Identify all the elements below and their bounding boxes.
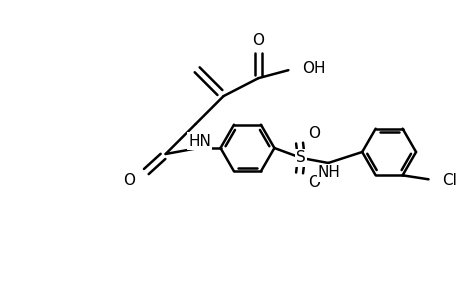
Text: S: S xyxy=(296,151,306,166)
Text: O: O xyxy=(123,173,134,188)
Text: O: O xyxy=(252,33,264,48)
Text: NH: NH xyxy=(317,165,340,180)
Text: Cl: Cl xyxy=(442,173,456,188)
Text: OH: OH xyxy=(302,61,325,76)
Text: HN: HN xyxy=(188,134,211,148)
Text: O: O xyxy=(308,125,319,140)
Text: O: O xyxy=(308,176,319,190)
